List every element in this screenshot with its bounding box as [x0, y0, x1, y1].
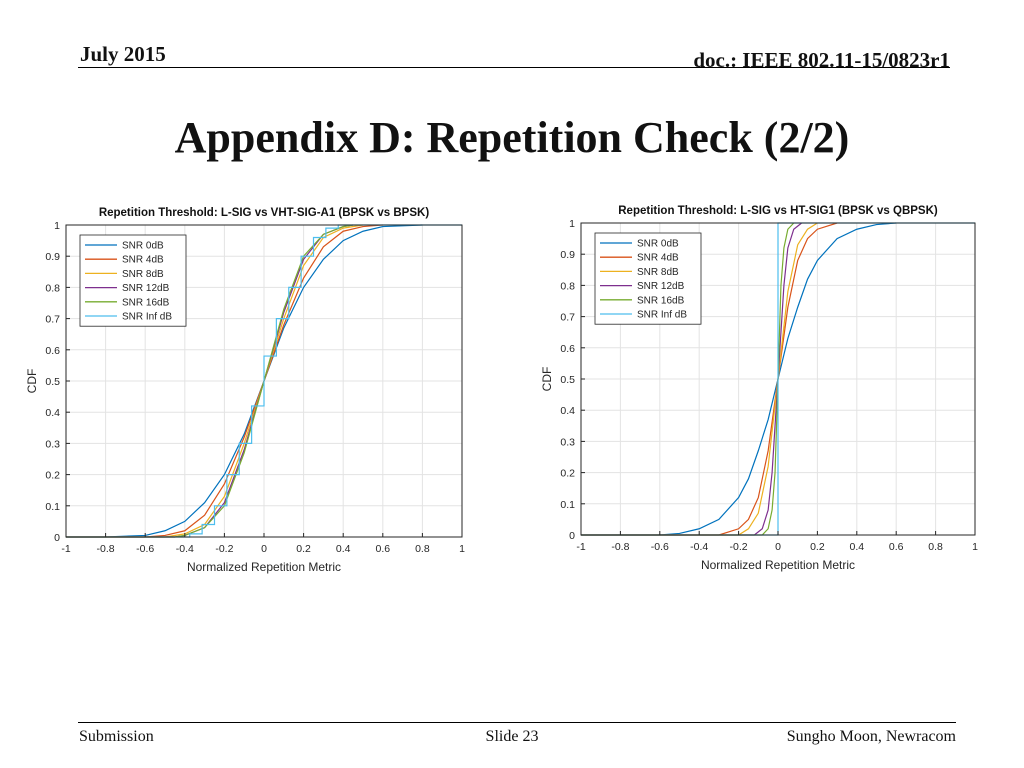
y-axis-label: CDF: [540, 367, 554, 392]
chart-title: Repetition Threshold: L-SIG vs VHT-SIG-A…: [99, 207, 430, 219]
legend-entry: SNR 0dB: [637, 239, 679, 250]
y-tick-label: 0.9: [560, 249, 575, 261]
x-tick-label: 0: [261, 543, 267, 555]
y-tick-label: 0.1: [560, 499, 575, 511]
y-tick-label: 1: [54, 220, 60, 232]
y-tick-label: 0.1: [45, 501, 60, 513]
x-tick-label: 0.2: [296, 543, 311, 555]
cdf-chart-ht: -1 -0.8 -0.6 -0.4 -0.2 0 0.2 0.4 0.6 0.8 1 0 0.1 0.2 0…: [540, 205, 978, 572]
x-tick-label: 0: [775, 541, 781, 553]
slide-title: Appendix D: Repetition Check (2/2): [174, 113, 850, 162]
footer-divider: [78, 722, 956, 723]
x-tick-label: -0.6: [651, 541, 669, 553]
y-tick-label: 0.8: [45, 282, 60, 294]
legend-entry: SNR Inf dB: [637, 310, 687, 321]
y-tick-label: 0.2: [45, 470, 60, 482]
x-tick-label: -0.8: [97, 543, 115, 555]
x-tick-label: -0.2: [215, 543, 233, 555]
series-line-3: [581, 222, 803, 536]
x-tick-label: -1: [576, 541, 585, 553]
y-tick-label: 0.6: [45, 345, 60, 357]
x-tick-label: 0.6: [375, 543, 390, 555]
legend-box: [79, 234, 187, 327]
footer-slide-number: Slide 23: [485, 728, 539, 745]
y-tick-label: 0.5: [45, 376, 60, 388]
y-tick-label: 0.4: [560, 405, 575, 417]
chart-title: Repetition Threshold: L-SIG vs HT-SIG1 (…: [618, 205, 938, 217]
x-tick-label: -1: [61, 543, 70, 555]
y-tick-label: 0.3: [560, 436, 575, 448]
legend-entry: SNR 8dB: [122, 269, 164, 280]
x-tick-label: 0.2: [810, 541, 825, 553]
y-tick-label: 0.7: [560, 312, 575, 324]
y-tick-label: 0.4: [45, 407, 60, 419]
legend-entry: SNR 16dB: [637, 295, 685, 306]
legend-entry: SNR 4dB: [637, 253, 679, 264]
x-axis-label: Normalized Repetition Metric: [187, 560, 341, 574]
y-tick-label: 0: [54, 532, 60, 544]
footer-submission: Submission: [79, 728, 154, 745]
legend-box: [594, 232, 702, 325]
x-tick-label: -0.2: [730, 541, 748, 553]
legend-entry: SNR 12dB: [637, 281, 685, 292]
x-tick-label: 1: [459, 543, 465, 555]
y-tick-label: 0.3: [45, 438, 60, 450]
x-tick-label: 0.6: [889, 541, 904, 553]
x-tick-label: 1: [972, 541, 978, 553]
series-line-2: [66, 224, 364, 538]
x-tick-label: 0.4: [849, 541, 864, 553]
y-axis-label: CDF: [25, 369, 39, 394]
header-doc-id: doc.: IEEE 802.11-15/0823r1: [693, 48, 950, 72]
x-tick-label: 0.8: [928, 541, 943, 553]
y-tick-label: 0: [569, 530, 575, 542]
legend-entry: SNR Inf dB: [122, 312, 172, 323]
x-tick-label: -0.4: [690, 541, 708, 553]
x-tick-label: -0.8: [611, 541, 629, 553]
y-tick-label: 0.5: [560, 374, 575, 386]
series-line-2: [581, 222, 818, 536]
y-tick-label: 0.9: [45, 251, 60, 263]
cdf-chart-vht: -1 -0.8 -0.6 -0.4 -0.2 0 0.2 0.4 0.6 0.8 1 0 0.1 0.2 0…: [25, 207, 465, 574]
x-tick-label: 0.8: [415, 543, 430, 555]
series-line-0: [581, 222, 897, 536]
y-tick-label: 0.6: [560, 343, 575, 355]
legend-entry: SNR 8dB: [637, 267, 679, 278]
series-line-4: [581, 222, 795, 536]
series-line-1: [581, 222, 838, 536]
y-tick-label: 0.8: [560, 280, 575, 292]
y-tick-label: 1: [569, 218, 575, 230]
x-axis-label: Normalized Repetition Metric: [701, 558, 855, 572]
header-divider: [78, 67, 950, 68]
header-date: July 2015: [80, 42, 166, 66]
series-line-4: [66, 224, 354, 538]
x-tick-label: -0.4: [176, 543, 194, 555]
legend-entry: SNR 16dB: [122, 297, 170, 308]
series-line-1: [66, 224, 383, 538]
series-line-5: [66, 224, 462, 538]
footer-author: Sungho Moon, Newracom: [786, 728, 956, 745]
legend-entry: SNR 12dB: [122, 283, 170, 294]
legend-entry: SNR 0dB: [122, 241, 164, 252]
x-tick-label: 0.4: [336, 543, 351, 555]
y-tick-label: 0.7: [45, 314, 60, 326]
y-tick-label: 0.2: [560, 468, 575, 480]
legend-entry: SNR 4dB: [122, 255, 164, 266]
x-tick-label: -0.6: [136, 543, 154, 555]
